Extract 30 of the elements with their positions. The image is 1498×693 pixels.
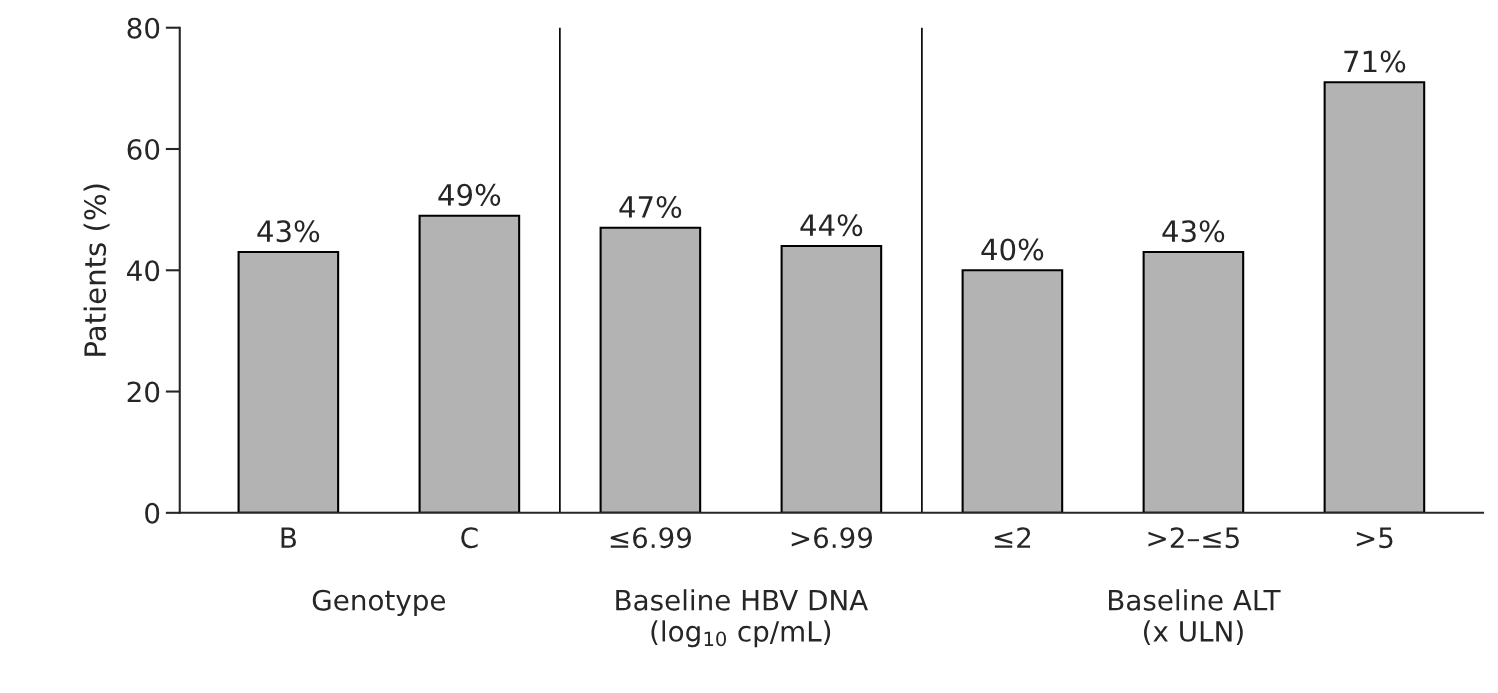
x-tick-label: >2–≤5	[1148, 527, 1239, 549]
data-label: 43%	[257, 220, 320, 243]
y-axis-title: Patients (%)	[83, 184, 110, 356]
x-tick-label: ≤2	[994, 527, 1031, 548]
x-tick-label: C	[461, 527, 478, 549]
x-tick-label: >6.99	[791, 527, 872, 549]
x-tick-label: ≤6.99	[610, 527, 691, 549]
text: Genotype	[312, 589, 446, 617]
y-tick-label: 60	[127, 138, 160, 160]
x-tick-label: B	[281, 527, 296, 548]
x-tick-label: >5	[1356, 527, 1393, 549]
data-label: 47%	[619, 195, 682, 219]
data-label: 43%	[1162, 220, 1225, 243]
text: Baseline HBV DNA (log$_{10}$ cp/mL)	[616, 589, 868, 648]
y-tick-label: 20	[127, 381, 160, 403]
bar	[1323, 81, 1426, 513]
bar	[1142, 251, 1245, 513]
bar	[237, 251, 340, 513]
y-tick-label: 80	[127, 17, 160, 39]
bar	[780, 244, 883, 513]
data-label: 71%	[1344, 50, 1406, 73]
data-label: 44%	[800, 214, 863, 237]
bar	[418, 214, 521, 513]
y-tick-label: 40	[127, 260, 160, 282]
bar	[599, 226, 702, 513]
bar	[961, 269, 1064, 513]
data-label: 40%	[981, 238, 1044, 261]
text: Baseline ALT (x ULN)	[1109, 589, 1281, 646]
y-tick-label: 0	[145, 502, 160, 524]
data-label: 49%	[438, 183, 501, 206]
